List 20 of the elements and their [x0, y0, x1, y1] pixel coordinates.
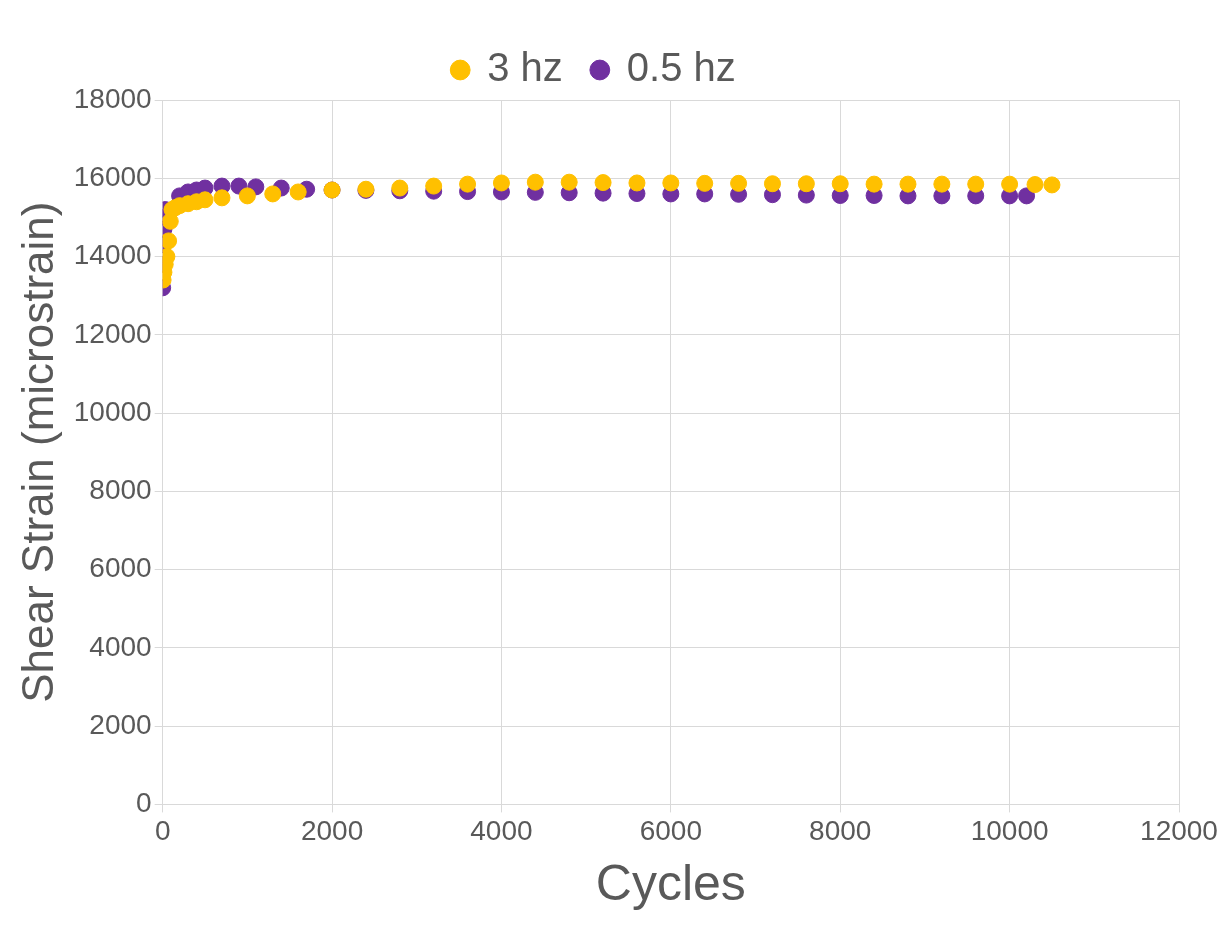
- y-tick-label: 14000: [73, 239, 152, 271]
- y-tick-label: 2000: [89, 708, 152, 740]
- x-tick-label: 8000: [809, 814, 872, 846]
- y-tick-label: 4000: [89, 630, 152, 662]
- y-tick-label: 0: [136, 787, 152, 819]
- y-tick-label: 18000: [73, 82, 152, 114]
- x-tick-label: 6000: [639, 814, 702, 846]
- y-tick-label: 6000: [89, 552, 152, 584]
- y-tick-label: 8000: [89, 474, 152, 506]
- x-tick-label: 4000: [470, 814, 533, 846]
- y-tick-label: 10000: [73, 395, 152, 427]
- x-tick-label: 2000: [300, 814, 364, 846]
- x-tick-label: 12000: [1140, 814, 1218, 846]
- legend-label: 3 hz: [487, 45, 563, 90]
- y-axis-title: Shear Strain (microstrain): [12, 201, 62, 703]
- y-tick-label: 16000: [73, 160, 152, 192]
- x-tick-label: 10000: [970, 814, 1049, 846]
- legend-label: 0.5 hz: [626, 45, 736, 90]
- y-tick-label: 12000: [73, 317, 152, 349]
- x-axis-title: Cycles: [595, 854, 746, 911]
